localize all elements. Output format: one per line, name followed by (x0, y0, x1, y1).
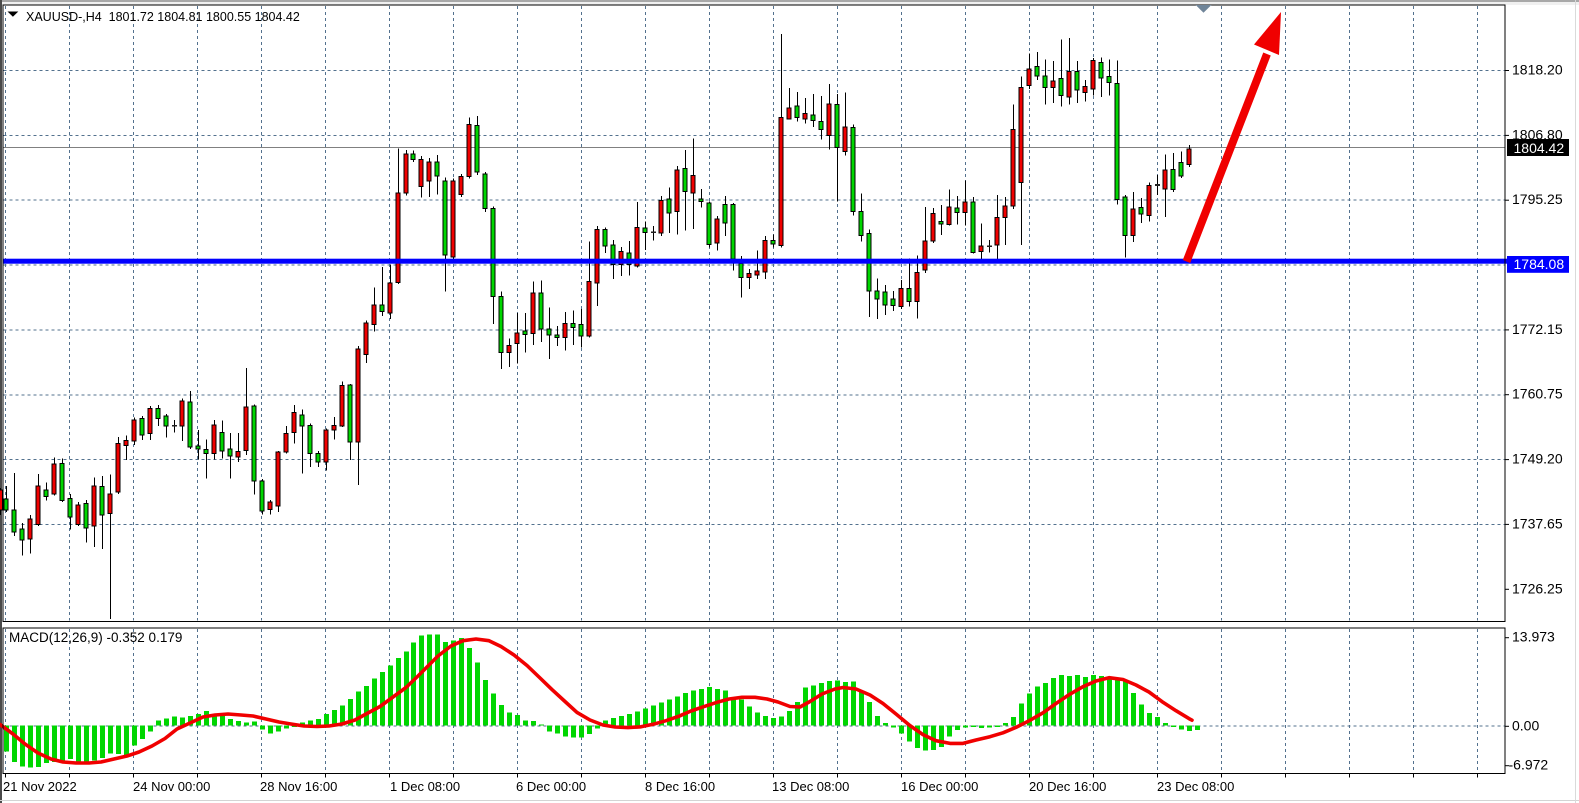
svg-text:16 Dec 00:00: 16 Dec 00:00 (901, 779, 978, 794)
svg-text:1737.65: 1737.65 (1512, 515, 1563, 531)
svg-text:1784.08: 1784.08 (1514, 256, 1565, 272)
svg-text:13.973: 13.973 (1512, 629, 1555, 645)
svg-text:0.00: 0.00 (1512, 717, 1539, 733)
svg-text:1 Dec 08:00: 1 Dec 08:00 (390, 779, 460, 794)
svg-text:28 Nov 16:00: 28 Nov 16:00 (260, 779, 337, 794)
svg-text:13 Dec 08:00: 13 Dec 08:00 (772, 779, 849, 794)
svg-text:1818.20: 1818.20 (1512, 62, 1563, 78)
svg-text:21 Nov 2022: 21 Nov 2022 (3, 779, 77, 794)
svg-text:20 Dec 16:00: 20 Dec 16:00 (1029, 779, 1106, 794)
svg-text:8 Dec 16:00: 8 Dec 16:00 (645, 779, 715, 794)
svg-text:-6.972: -6.972 (1509, 757, 1549, 773)
svg-text:MACD(12,26,9) -0.352 0.179: MACD(12,26,9) -0.352 0.179 (9, 630, 182, 645)
svg-text:1804.42: 1804.42 (1514, 140, 1565, 156)
svg-text:1749.20: 1749.20 (1512, 451, 1563, 467)
svg-text:23 Dec 08:00: 23 Dec 08:00 (1157, 779, 1234, 794)
svg-text:1795.25: 1795.25 (1512, 191, 1563, 207)
svg-text:24 Nov 00:00: 24 Nov 00:00 (133, 779, 210, 794)
svg-text:1806.80: 1806.80 (1512, 126, 1563, 142)
svg-text:6 Dec 00:00: 6 Dec 00:00 (516, 779, 586, 794)
svg-text:1772.15: 1772.15 (1512, 321, 1563, 337)
svg-text:1760.75: 1760.75 (1512, 386, 1563, 402)
svg-text:XAUUSD-,H4 1801.72 1804.81 18: XAUUSD-,H4 1801.72 1804.81 1800.55 1804.… (26, 10, 300, 24)
svg-text:1726.25: 1726.25 (1512, 580, 1563, 596)
